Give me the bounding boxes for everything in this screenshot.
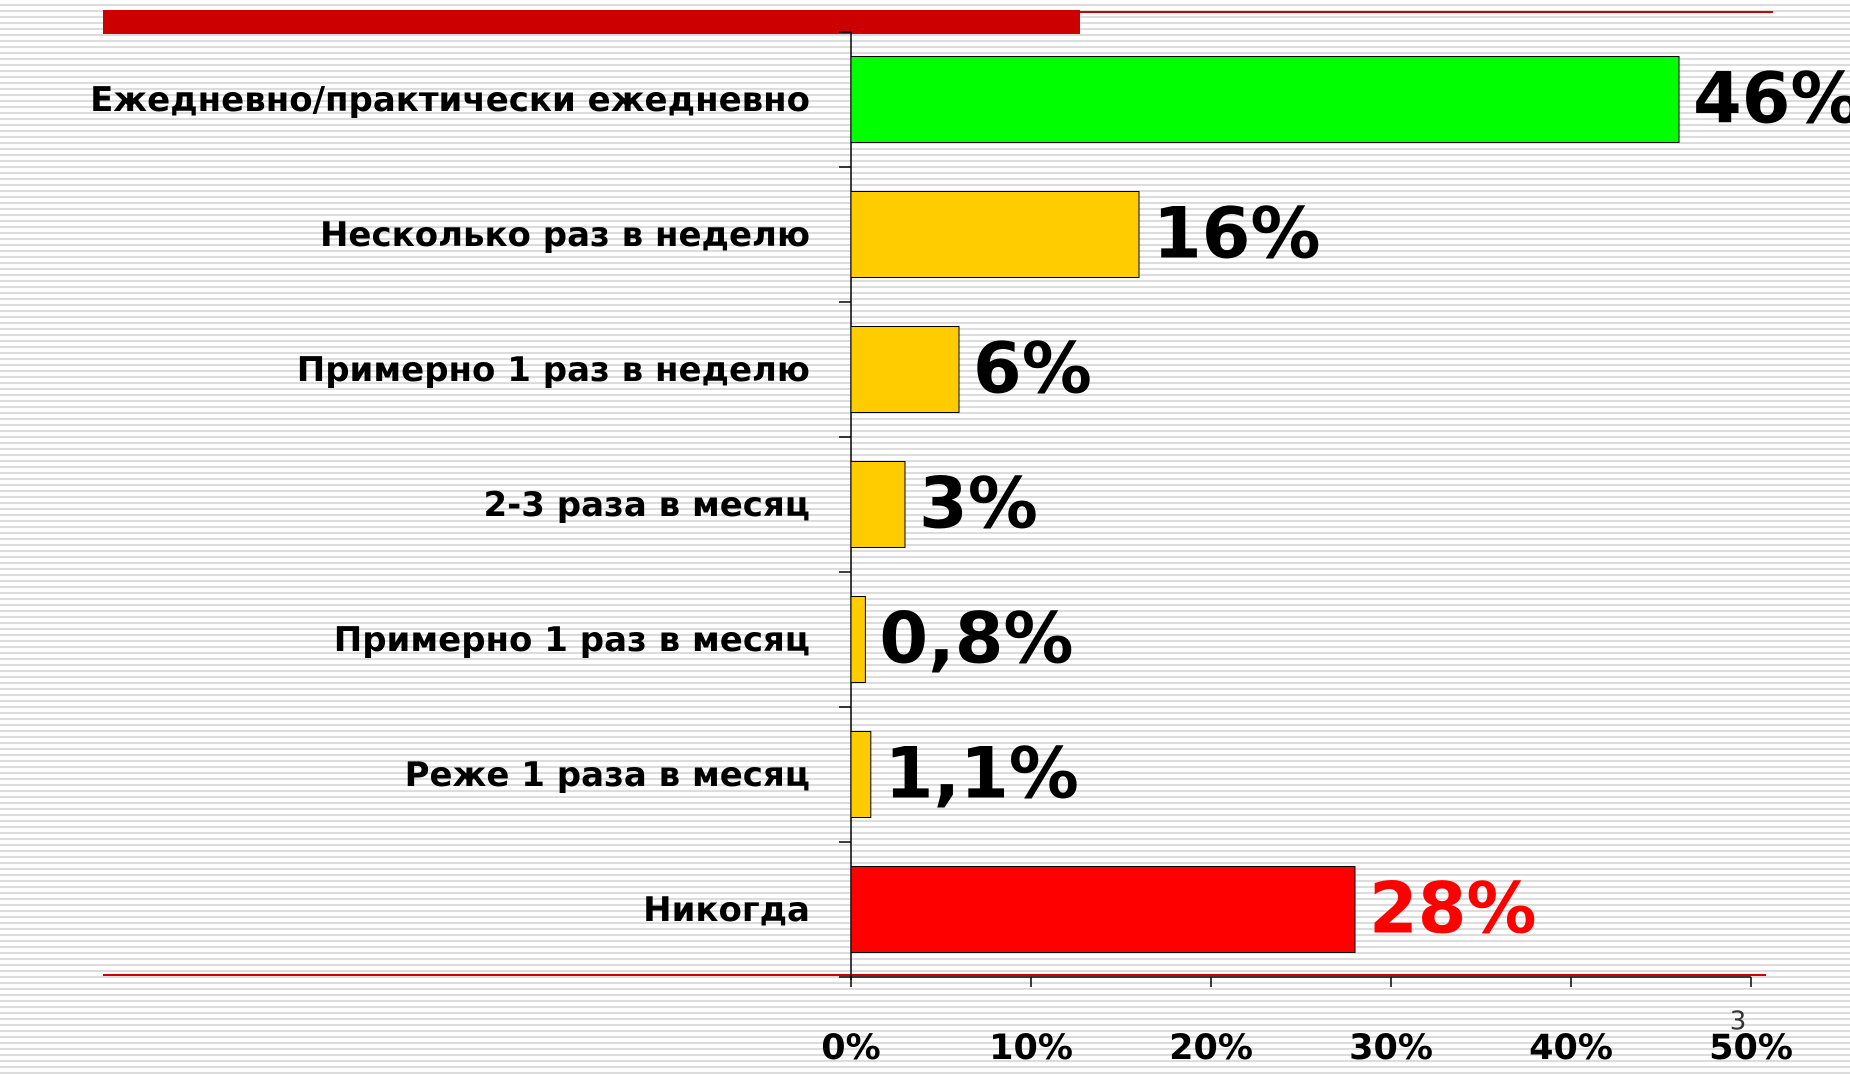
value-label: 46% (1693, 58, 1850, 140)
category-label: Ежедневно/практически ежедневно (90, 80, 810, 120)
value-label: 16% (1153, 193, 1321, 275)
bar (850, 596, 866, 683)
category-label: Никогда (643, 890, 810, 930)
bar (850, 326, 960, 413)
bar (850, 866, 1356, 953)
value-label: 28% (1369, 868, 1537, 950)
page-number: 3 (1730, 1007, 1747, 1037)
x-tick-label: 50% (1709, 1028, 1793, 1068)
category-label: 2-3 раза в месяц (484, 485, 810, 525)
category-label: Примерно 1 раз в неделю (297, 350, 810, 390)
value-label: 0,8% (879, 598, 1073, 680)
value-label: 6% (973, 328, 1092, 410)
bar (850, 56, 1680, 143)
x-tick-label: 40% (1529, 1028, 1613, 1068)
x-tick-label: 20% (1169, 1028, 1253, 1068)
x-tick-label: 0% (821, 1028, 880, 1068)
value-label: 3% (919, 463, 1038, 545)
x-tick-label: 10% (989, 1028, 1073, 1068)
category-label: Реже 1 раза в месяц (405, 755, 810, 795)
x-tick-label: 30% (1349, 1028, 1433, 1068)
category-label: Несколько раз в неделю (320, 215, 810, 255)
bar (850, 461, 906, 548)
category-label: Примерно 1 раз в месяц (334, 620, 810, 660)
bar (850, 731, 872, 818)
header-bar (103, 10, 1080, 34)
bar (850, 191, 1140, 278)
value-label: 1,1% (885, 733, 1079, 815)
